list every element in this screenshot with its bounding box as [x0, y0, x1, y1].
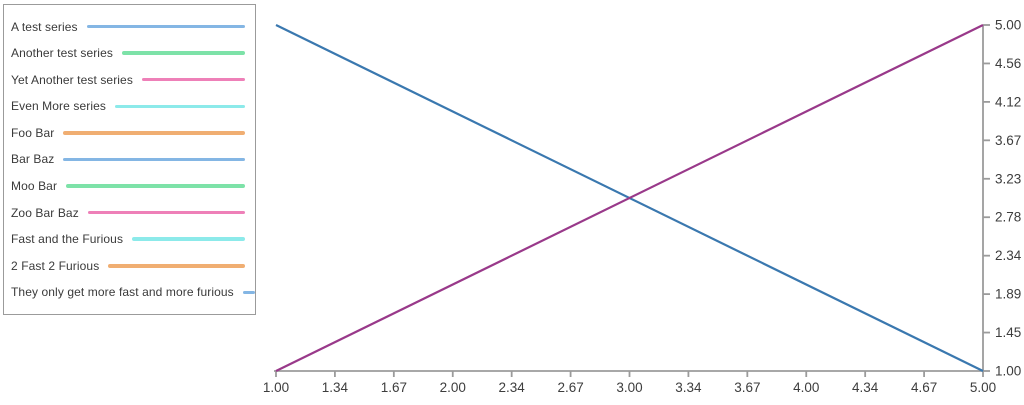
- legend-item[interactable]: Zoo Bar Baz: [11, 206, 245, 220]
- legend-item[interactable]: Moo Bar: [11, 179, 245, 193]
- y-tick-label: 1.45: [995, 325, 1021, 340]
- legend-item[interactable]: Foo Bar: [11, 126, 245, 140]
- legend-box: A test series Another test series Yet Anot…: [3, 4, 256, 315]
- x-tick-label: 3.00: [616, 380, 642, 395]
- legend-item[interactable]: Another test series: [11, 46, 245, 60]
- legend-item[interactable]: 2 Fast 2 Furious: [11, 259, 245, 273]
- x-tick-label: 5.00: [970, 380, 996, 395]
- x-tick-label: 3.34: [675, 380, 702, 395]
- y-tick-label: 1.00: [995, 364, 1021, 379]
- series-color-swatch-icon: [141, 77, 245, 82]
- y-tick-label: 2.34: [995, 248, 1022, 263]
- y-tick-label: 4.56: [995, 56, 1021, 71]
- series-color-swatch-icon: [242, 290, 255, 295]
- x-tick-label: 2.34: [499, 380, 526, 395]
- x-tick-label: 4.34: [852, 380, 879, 395]
- x-tick-label: 2.00: [440, 380, 466, 395]
- series-color-swatch-icon: [63, 157, 245, 162]
- legend-item-label: Yet Another test series: [11, 72, 133, 87]
- legend-item-label: They only get more fast and more furious: [11, 285, 234, 300]
- legend-item-label: Foo Bar: [11, 125, 55, 140]
- series-color-swatch-icon: [121, 51, 245, 55]
- legend-item[interactable]: A test series: [11, 20, 245, 34]
- y-tick-label: 3.67: [995, 133, 1021, 148]
- y-tick-label: 5.00: [995, 18, 1021, 33]
- legend-item[interactable]: They only get more fast and more furious: [11, 285, 255, 300]
- legend-item-label: Fast and the Furious: [11, 232, 124, 247]
- legend-item-label: Moo Bar: [11, 179, 58, 194]
- x-tick-label: 4.67: [911, 380, 937, 395]
- series-color-swatch-icon: [86, 24, 245, 29]
- x-tick-label: 2.67: [557, 380, 583, 395]
- x-tick-label: 1.34: [322, 380, 349, 395]
- series-color-swatch-icon: [132, 237, 245, 241]
- legend-item[interactable]: Yet Another test series: [11, 73, 245, 87]
- legend-item-label: Bar Baz: [11, 152, 55, 167]
- series-color-swatch-icon: [87, 210, 245, 215]
- series-color-swatch-icon: [108, 264, 245, 268]
- y-tick-label: 1.89: [995, 287, 1021, 302]
- legend-item[interactable]: Fast and the Furious: [11, 232, 245, 246]
- legend-item-label: Zoo Bar Baz: [11, 205, 79, 220]
- legend-item[interactable]: Bar Baz: [11, 152, 245, 166]
- legend-item-label: A test series: [11, 19, 78, 34]
- x-tick-label: 3.67: [734, 380, 760, 395]
- series-color-swatch-icon: [63, 131, 245, 135]
- legend-item-label: Even More series: [11, 99, 106, 114]
- legend-item-label: Another test series: [11, 46, 113, 61]
- x-tick-label: 1.67: [381, 380, 407, 395]
- x-tick-label: 1.00: [263, 380, 289, 395]
- legend-item[interactable]: Even More series: [11, 99, 245, 113]
- y-tick-label: 3.23: [995, 171, 1021, 186]
- series-color-swatch-icon: [66, 184, 245, 188]
- ascending-line: [275, 24, 984, 372]
- series-color-swatch-icon: [114, 104, 245, 109]
- y-tick-label: 4.12: [995, 94, 1021, 109]
- x-tick-label: 4.00: [793, 380, 819, 395]
- y-tick-label: 2.78: [995, 210, 1021, 225]
- legend-item-label: 2 Fast 2 Furious: [11, 258, 100, 273]
